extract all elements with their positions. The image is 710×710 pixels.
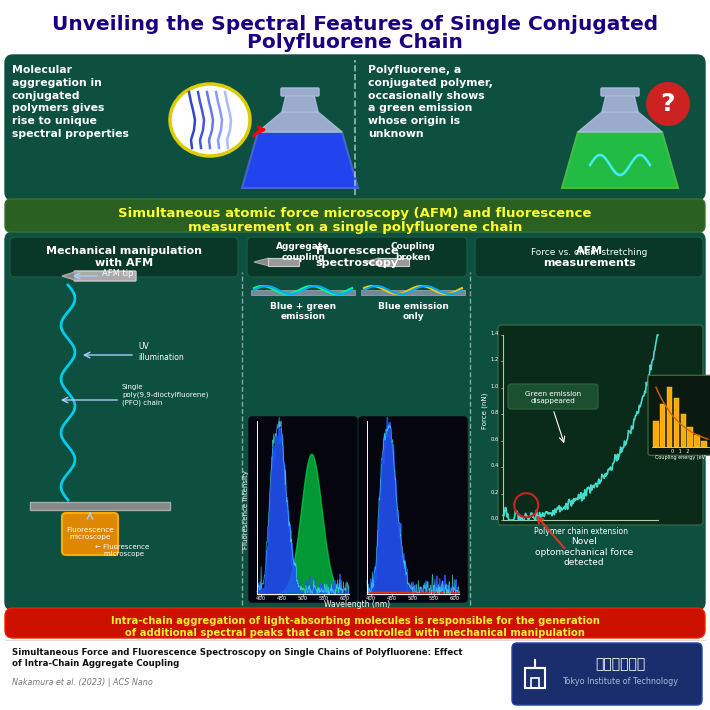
FancyBboxPatch shape	[512, 643, 702, 705]
Text: 0.6: 0.6	[491, 437, 499, 442]
FancyBboxPatch shape	[359, 417, 467, 602]
FancyBboxPatch shape	[5, 199, 705, 232]
Text: 550: 550	[429, 596, 439, 601]
Text: Novel
optomechanical force
detected: Novel optomechanical force detected	[535, 537, 633, 567]
FancyBboxPatch shape	[601, 88, 639, 96]
Text: Intra-chain aggregation of light-absorbing molecules is responsible for the gene: Intra-chain aggregation of light-absorbi…	[111, 616, 599, 626]
FancyBboxPatch shape	[667, 387, 672, 447]
FancyBboxPatch shape	[268, 258, 300, 266]
Text: 0.0: 0.0	[491, 516, 499, 521]
FancyBboxPatch shape	[30, 502, 170, 510]
Text: 0.4: 0.4	[491, 463, 499, 468]
FancyBboxPatch shape	[281, 88, 319, 96]
Ellipse shape	[170, 84, 250, 156]
Text: AFM tip: AFM tip	[102, 270, 133, 278]
Text: 600: 600	[449, 596, 460, 601]
Text: Polyfluorene, a
conjugated polymer,
occasionally shows
a green emission
whose or: Polyfluorene, a conjugated polymer, occa…	[368, 65, 493, 139]
Text: 0.8: 0.8	[491, 410, 499, 415]
Polygon shape	[578, 112, 662, 132]
Text: Fluorescence intensity: Fluorescence intensity	[243, 470, 249, 549]
FancyBboxPatch shape	[378, 258, 410, 266]
Text: Force vs. chain stretching: Force vs. chain stretching	[531, 248, 648, 257]
Text: 1.0: 1.0	[491, 384, 499, 389]
Text: 500: 500	[408, 596, 418, 601]
Text: ← Fluorescence
    microscope: ← Fluorescence microscope	[95, 544, 149, 557]
FancyBboxPatch shape	[10, 237, 238, 277]
Text: Coupling
broken: Coupling broken	[391, 242, 435, 262]
Text: Molecular
aggregation in
conjugated
polymers gives
rise to unique
spectral prope: Molecular aggregation in conjugated poly…	[12, 65, 129, 139]
Polygon shape	[62, 272, 75, 280]
FancyBboxPatch shape	[249, 417, 357, 602]
Text: Tokyo Institute of Technology: Tokyo Institute of Technology	[562, 677, 678, 687]
FancyBboxPatch shape	[247, 237, 467, 277]
Text: Nakamura et al. (2023) | ACS Nano: Nakamura et al. (2023) | ACS Nano	[12, 678, 153, 687]
Text: Aggregate
coupling: Aggregate coupling	[276, 242, 329, 262]
FancyBboxPatch shape	[680, 414, 686, 447]
Text: Fluorescence
microscope: Fluorescence microscope	[66, 528, 114, 540]
Text: 550: 550	[319, 596, 329, 601]
FancyBboxPatch shape	[74, 271, 136, 281]
FancyBboxPatch shape	[694, 435, 700, 447]
FancyBboxPatch shape	[498, 325, 703, 525]
FancyBboxPatch shape	[5, 232, 705, 610]
Text: Green emission
disappeared: Green emission disappeared	[525, 391, 581, 403]
Text: ?: ?	[661, 92, 675, 116]
Polygon shape	[364, 258, 379, 266]
Text: 0   1   2: 0 1 2	[672, 449, 689, 454]
Polygon shape	[602, 95, 638, 112]
Text: Force (nN): Force (nN)	[482, 393, 488, 429]
FancyBboxPatch shape	[674, 398, 679, 447]
Text: measurement on a single polyfluorene chain: measurement on a single polyfluorene cha…	[188, 221, 522, 234]
Polygon shape	[282, 95, 318, 112]
Text: 0.2: 0.2	[491, 490, 499, 495]
Text: 1.4: 1.4	[491, 331, 499, 336]
FancyBboxPatch shape	[5, 608, 705, 638]
Text: Simultaneous Force and Fluorescence Spectroscopy on Single Chains of Polyfluoren: Simultaneous Force and Fluorescence Spec…	[12, 648, 463, 668]
Polygon shape	[242, 132, 358, 188]
Polygon shape	[562, 132, 678, 188]
FancyBboxPatch shape	[251, 290, 355, 295]
Text: Mechanical manipulation
with AFM: Mechanical manipulation with AFM	[46, 246, 202, 268]
Text: Single
poly(9,9-dioctylfluorene)
(PFO) chain: Single poly(9,9-dioctylfluorene) (PFO) c…	[122, 385, 208, 405]
FancyBboxPatch shape	[687, 427, 693, 447]
Text: 450: 450	[277, 596, 287, 601]
Text: Blue emission
only: Blue emission only	[378, 302, 449, 322]
Text: UV
illumination: UV illumination	[138, 342, 184, 362]
Polygon shape	[258, 112, 342, 132]
FancyBboxPatch shape	[475, 237, 703, 277]
Text: Unveiling the Spectral Features of Single Conjugated: Unveiling the Spectral Features of Singl…	[52, 14, 658, 33]
Text: 東京工業大学: 東京工業大学	[595, 657, 645, 671]
Text: 450: 450	[387, 596, 397, 601]
Circle shape	[646, 82, 690, 126]
Text: Coupling energy (eV): Coupling energy (eV)	[655, 455, 706, 460]
Text: 400: 400	[256, 596, 266, 601]
FancyBboxPatch shape	[508, 384, 598, 409]
Text: 500: 500	[298, 596, 308, 601]
Text: Polyfluorene Chain: Polyfluorene Chain	[247, 33, 463, 53]
Text: 400: 400	[366, 596, 376, 601]
Text: Fluorescence
spectroscopy: Fluorescence spectroscopy	[315, 246, 398, 268]
FancyBboxPatch shape	[701, 441, 706, 447]
Polygon shape	[254, 258, 269, 266]
Text: 1.2: 1.2	[491, 357, 499, 362]
Text: Blue + green
emission: Blue + green emission	[270, 302, 336, 322]
FancyBboxPatch shape	[361, 290, 465, 295]
Text: 600: 600	[340, 596, 350, 601]
Text: Wavelength (nm): Wavelength (nm)	[324, 600, 390, 609]
FancyBboxPatch shape	[5, 55, 705, 200]
FancyBboxPatch shape	[648, 376, 710, 455]
Text: AFM
measurements: AFM measurements	[542, 246, 635, 268]
Text: of additional spectral peaks that can be controlled with mechanical manipulation: of additional spectral peaks that can be…	[125, 628, 585, 638]
FancyBboxPatch shape	[62, 513, 118, 555]
Text: Simultaneous atomic force microscopy (AFM) and fluorescence: Simultaneous atomic force microscopy (AF…	[119, 207, 591, 219]
FancyBboxPatch shape	[653, 422, 658, 447]
FancyBboxPatch shape	[660, 404, 665, 447]
Text: Polymer chain extension: Polymer chain extension	[533, 527, 628, 536]
